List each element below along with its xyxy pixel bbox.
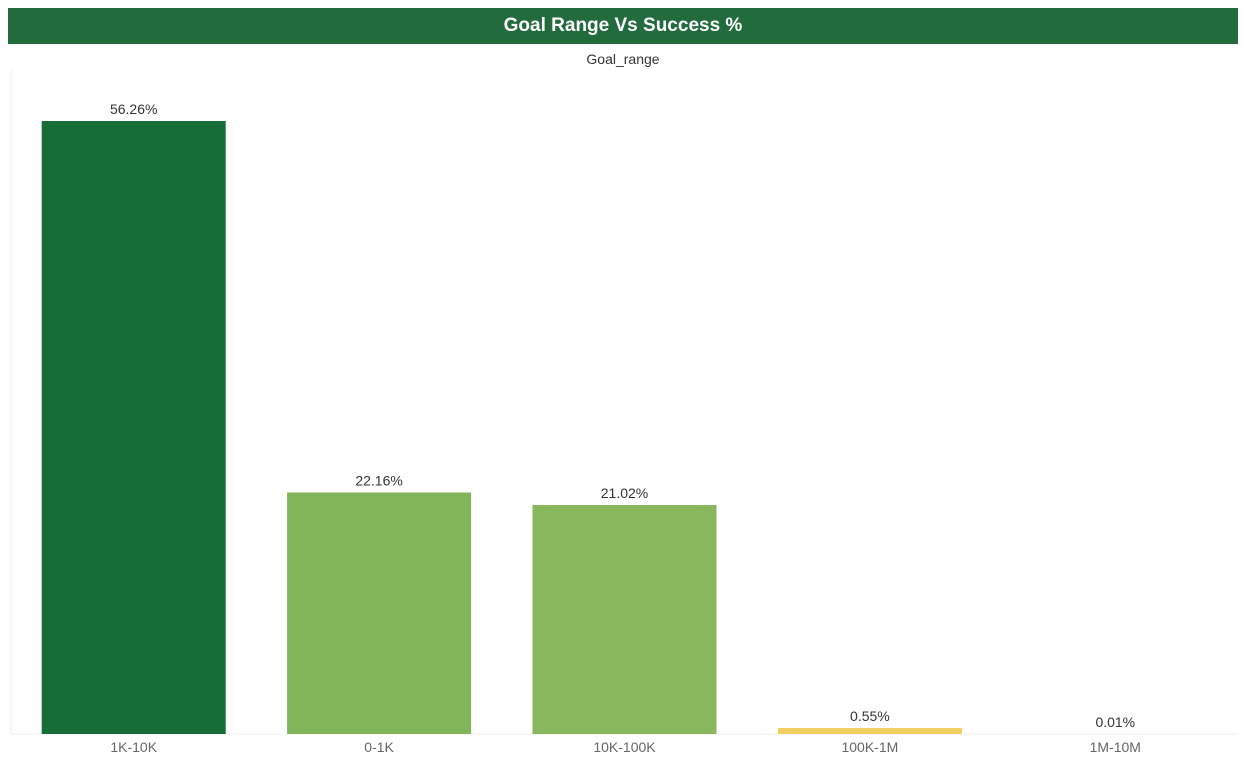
- data-label-10k-100k: 21.02%: [601, 485, 648, 501]
- data-labels-group: 56.26% 22.16% 21.02% 0.55% 0.01%: [110, 101, 1135, 730]
- bar-100k-1m[interactable]: [777, 728, 962, 734]
- category-label-1m-10m: 1M-10M: [1090, 739, 1141, 755]
- bar-1k-10k[interactable]: [41, 121, 226, 734]
- data-label-0-1k: 22.16%: [355, 473, 402, 489]
- category-labels-group: 1K-10K 0-1K 10K-100K 100K-1M 1M-10M: [110, 739, 1141, 755]
- data-label-1m-10m: 0.01%: [1095, 714, 1135, 730]
- data-label-1k-10k: 56.26%: [110, 101, 157, 117]
- chart-title: Goal Range Vs Success %: [503, 15, 743, 36]
- category-label-0-1k: 0-1K: [364, 739, 394, 755]
- bar-0-1k[interactable]: [287, 492, 472, 735]
- data-label-100k-1m: 0.55%: [850, 708, 890, 724]
- category-label-1k-10k: 1K-10K: [110, 739, 157, 755]
- bars-group: [41, 121, 962, 735]
- category-label-100k-1m: 100K-1M: [841, 739, 898, 755]
- x-axis-title: Goal_range: [586, 51, 659, 67]
- category-label-10k-100k: 10K-100K: [593, 739, 656, 755]
- chart-title-bar: Goal Range Vs Success %: [8, 8, 1238, 44]
- bar-10k-100k[interactable]: [532, 505, 717, 734]
